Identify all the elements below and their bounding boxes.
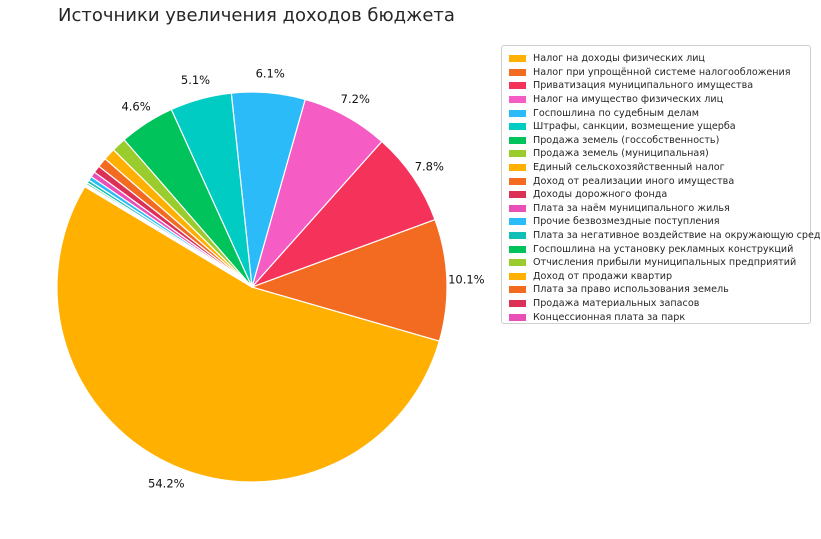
slice-percent-label: 4.6%	[121, 100, 150, 114]
legend-swatch	[509, 55, 526, 63]
legend-item: Продажа материальных запасов	[509, 297, 810, 311]
legend-item: Плата за наём муниципального жилья	[509, 202, 810, 216]
legend-swatch	[509, 245, 526, 253]
legend-swatch	[509, 191, 526, 199]
legend-label: Налог на имущество физических лиц	[533, 94, 724, 106]
legend-item: Плата за право использования земель	[509, 283, 810, 297]
legend-item: Единый сельскохозяйственный налог	[509, 161, 810, 175]
legend-label: Доход от реализации иного имущества	[533, 175, 735, 187]
legend-item: Налог на доходы физических лиц	[509, 52, 810, 66]
legend-label: Приватизация муниципального имущества	[533, 80, 754, 92]
legend-swatch	[509, 204, 526, 212]
legend-item: Приватизация муниципального имущества	[509, 79, 810, 93]
slice-percent-label: 7.2%	[341, 92, 370, 106]
legend-item: Госпошлина по судебным делам	[509, 106, 810, 120]
legend-label: Продажа материальных запасов	[533, 297, 700, 309]
legend-label: Продажа земель (муниципальная)	[533, 148, 709, 160]
legend-item: Концессионная плата за парк	[509, 310, 810, 324]
legend-label: Единый сельскохозяйственный налог	[533, 162, 725, 174]
legend-item: Штрафы, санкции, возмещение ущерба	[509, 120, 810, 134]
legend-item: Плата за негативное воздействие на окруж…	[509, 229, 821, 243]
legend-label: Налог при упрощённой системе налогооблож…	[533, 66, 791, 78]
legend-label: Госпошлина по судебным делам	[533, 107, 699, 119]
legend-label: Концессионная плата за парк	[533, 311, 686, 323]
pie-slice	[251, 218, 448, 342]
legend-swatch	[509, 299, 526, 307]
legend-swatch	[509, 136, 526, 144]
legend-swatch	[509, 177, 526, 185]
pie-slice	[56, 185, 440, 483]
legend-swatch	[509, 259, 526, 267]
legend-swatch	[509, 82, 526, 90]
legend-item: Продажа земель (муниципальная)	[509, 147, 810, 161]
legend-item: Прочие безвозмездные поступления	[509, 215, 810, 229]
legend-swatch	[509, 109, 526, 117]
legend-swatch	[509, 123, 526, 131]
slice-percent-label: 5.1%	[181, 73, 210, 87]
legend-swatch	[509, 96, 526, 104]
legend-label: Доход от продажи квартир	[533, 270, 673, 282]
slice-percent-label: 54.2%	[148, 477, 185, 491]
slice-percent-label: 7.8%	[415, 159, 444, 173]
legend-item: Доходы дорожного фонда	[509, 188, 810, 202]
legend-item: Госпошлина на установку рекламных констр…	[509, 242, 810, 256]
slice-percent-label: 10.1%	[448, 272, 485, 286]
legend-label: Плата за наём муниципального жилья	[533, 202, 730, 214]
legend-swatch	[509, 218, 526, 226]
pie-slice	[251, 140, 436, 288]
legend-label: Налог на доходы физических лиц	[533, 53, 705, 65]
legend-label: Отчисления прибыли муниципальных предпри…	[533, 257, 797, 269]
legend-label: Прочие безвозмездные поступления	[533, 216, 720, 228]
legend-swatch	[509, 313, 526, 321]
legend-label: Плата за право использования земель	[533, 284, 729, 296]
legend-label: Штрафы, санкции, возмещение ущерба	[533, 121, 736, 133]
legend-swatch	[509, 150, 526, 158]
legend-swatch	[509, 272, 526, 280]
legend-swatch	[509, 232, 526, 240]
legend-item: Налог при упрощённой системе налогооблож…	[509, 66, 810, 80]
slice-percent-label: 6.1%	[256, 66, 285, 80]
legend-label: Доходы дорожного фонда	[533, 189, 668, 201]
legend-swatch	[509, 68, 526, 76]
legend-item: Налог на имущество физических лиц	[509, 93, 810, 107]
pie-slice	[84, 185, 253, 288]
legend: Налог на доходы физических лиц Налог при …	[501, 45, 821, 324]
chart-title: Источники увеличения доходов бюджета	[58, 5, 455, 26]
legend-item: Доход от продажи квартир	[509, 270, 810, 284]
legend-item: Продажа земель (госсобственность)	[509, 134, 810, 148]
legend-label: Плата за негативное воздействие на окруж…	[533, 230, 821, 242]
legend-label: Продажа земель (госсобственность)	[533, 134, 720, 146]
legend-swatch	[509, 286, 526, 294]
legend-item: Отчисления прибыли муниципальных предпри…	[509, 256, 810, 270]
legend-item: Доход от реализации иного имущества	[509, 174, 810, 188]
legend-label: Госпошлина на установку рекламных констр…	[533, 243, 794, 255]
legend-swatch	[509, 164, 526, 172]
